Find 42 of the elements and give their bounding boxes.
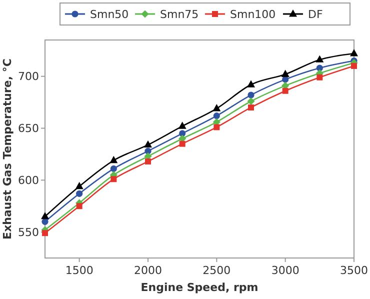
legend-label: Smn50 — [90, 8, 129, 21]
x-tick-label: 2500 — [202, 264, 231, 277]
y-tick-label: 650 — [18, 122, 39, 136]
point — [212, 104, 221, 112]
point — [110, 165, 117, 172]
point — [281, 70, 290, 77]
point — [248, 92, 254, 98]
y-axis-title: Exhaust Gas Temperature, °C — [1, 58, 14, 240]
point — [351, 62, 357, 69]
legend-label: Smn100 — [230, 8, 276, 21]
legend-label: DF — [308, 8, 323, 21]
point — [76, 190, 83, 197]
legend-label: Smn75 — [160, 8, 199, 21]
x-tick-label: 3000 — [271, 264, 300, 277]
y-tick-label: 700 — [18, 70, 39, 84]
x-tick-label: 2000 — [134, 264, 162, 277]
point — [110, 176, 117, 182]
point — [42, 230, 48, 236]
point — [316, 74, 323, 80]
point — [110, 156, 118, 164]
y-tick-label: 550 — [18, 226, 39, 239]
x-tick-label: 3500 — [340, 264, 368, 277]
point — [248, 104, 254, 110]
point — [316, 64, 323, 72]
point — [213, 112, 220, 120]
point — [247, 80, 255, 88]
x-tick-label: 1500 — [65, 264, 94, 277]
point — [178, 122, 186, 129]
point — [282, 88, 288, 94]
point — [144, 140, 152, 148]
point — [41, 212, 49, 220]
x-axis-title: Engine Speed, rpm — [140, 281, 258, 294]
point — [350, 48, 358, 56]
y-tick-label: 600 — [18, 174, 39, 187]
point — [145, 158, 151, 164]
point — [42, 218, 48, 225]
point — [316, 55, 324, 62]
point — [75, 182, 84, 190]
point — [247, 97, 255, 106]
point — [214, 124, 220, 130]
point — [179, 140, 186, 147]
point — [76, 203, 82, 210]
